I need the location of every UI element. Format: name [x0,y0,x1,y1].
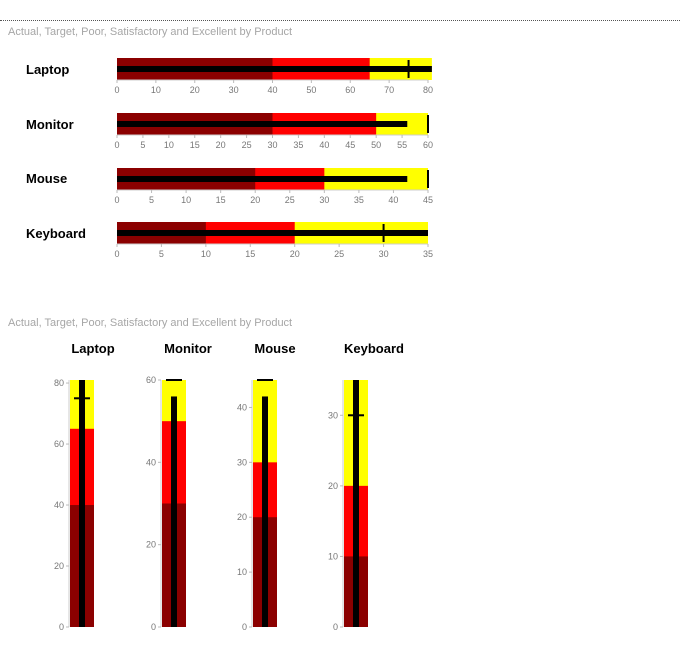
h-tick-label-mouse: 10 [181,195,191,205]
v-tick-label-monitor: 20 [146,540,156,550]
h-tick-label-laptop: 20 [190,85,200,95]
h-tick-label-monitor: 55 [397,140,407,150]
h-tick-label-mouse: 45 [423,195,433,205]
h-tick-label-monitor: 50 [371,140,381,150]
h-tick-label-laptop: 50 [306,85,316,95]
v-tick-label-monitor: 60 [146,375,156,385]
h-tick-label-mouse: 15 [216,195,226,205]
h-tick-label-keyboard: 30 [379,249,389,259]
h-tick-label-keyboard: 20 [290,249,300,259]
v-actual-bar-mouse [262,396,268,627]
v-tick-label-keyboard: 10 [328,551,338,561]
v-target-marker-monitor [166,379,182,381]
h-target-marker-keyboard [382,224,385,242]
v-tick-label-laptop: 60 [54,439,64,449]
v-label-keyboard: Keyboard [344,341,404,356]
v-target-marker-laptop [74,397,90,400]
h-tick-label-mouse: 5 [149,195,154,205]
v-label-monitor: Monitor [164,341,212,356]
h-tick-label-mouse: 30 [319,195,329,205]
v-tick-label-monitor: 0 [151,622,156,632]
h-tick-label-keyboard: 0 [114,249,119,259]
v-tick-label-mouse: 40 [237,402,247,412]
h-tick-label-laptop: 10 [151,85,161,95]
h-tick-label-monitor: 25 [242,140,252,150]
h-actual-bar-keyboard [117,230,428,236]
v-tick-label-laptop: 20 [54,561,64,571]
h-label-laptop: Laptop [26,62,70,77]
h-tick-label-laptop: 40 [267,85,277,95]
top-divider [0,20,680,21]
v-tick-label-keyboard: 0 [333,622,338,632]
h-tick-label-keyboard: 35 [423,249,433,259]
h-tick-label-mouse: 40 [388,195,398,205]
v-tick-label-keyboard: 20 [328,481,338,491]
h-tick-label-laptop: 80 [423,85,433,95]
h-target-marker-mouse [427,170,429,188]
h-tick-label-mouse: 0 [114,195,119,205]
h-tick-label-mouse: 20 [250,195,260,205]
vertical-chart-title: Actual, Target, Poor, Satisfactory and E… [8,317,293,329]
h-label-keyboard: Keyboard [26,226,86,241]
v-actual-bar-laptop [79,380,85,627]
h-label-monitor: Monitor [26,117,74,132]
h-tick-label-mouse: 25 [285,195,295,205]
v-target-marker-mouse [257,379,273,381]
h-tick-label-laptop: 60 [345,85,355,95]
h-tick-label-keyboard: 15 [245,249,255,259]
h-target-marker-laptop [407,60,410,78]
v-tick-label-laptop: 80 [54,378,64,388]
h-tick-label-keyboard: 10 [201,249,211,259]
v-tick-label-mouse: 30 [237,457,247,467]
h-tick-label-monitor: 40 [319,140,329,150]
v-label-mouse: Mouse [254,341,296,356]
h-tick-label-mouse: 35 [354,195,364,205]
h-actual-bar-monitor [117,121,408,127]
h-tick-label-monitor: 20 [216,140,226,150]
v-tick-label-mouse: 0 [242,622,247,632]
v-tick-label-mouse: 10 [237,567,247,577]
v-actual-bar-monitor [171,396,177,627]
h-tick-label-monitor: 10 [164,140,174,150]
v-tick-label-keyboard: 30 [328,410,338,420]
v-tick-label-mouse: 20 [237,512,247,522]
h-tick-label-monitor: 30 [267,140,277,150]
h-actual-bar-mouse [117,176,408,182]
h-actual-bar-laptop [117,66,432,72]
horizontal-chart-title: Actual, Target, Poor, Satisfactory and E… [8,26,293,38]
h-tick-label-laptop: 70 [384,85,394,95]
v-label-laptop: Laptop [71,341,115,356]
h-tick-label-monitor: 60 [423,140,433,150]
h-tick-label-laptop: 30 [229,85,239,95]
h-tick-label-monitor: 0 [114,140,119,150]
h-tick-label-monitor: 45 [345,140,355,150]
h-tick-label-laptop: 0 [114,85,119,95]
v-tick-label-laptop: 40 [54,500,64,510]
v-target-marker-keyboard [348,414,364,417]
v-actual-bar-keyboard [353,380,359,627]
h-label-mouse: Mouse [26,171,68,186]
h-tick-label-keyboard: 5 [159,249,164,259]
v-tick-label-monitor: 40 [146,457,156,467]
h-tick-label-monitor: 35 [293,140,303,150]
h-tick-label-monitor: 5 [140,140,145,150]
v-tick-label-laptop: 0 [59,622,64,632]
h-tick-label-monitor: 15 [190,140,200,150]
h-tick-label-keyboard: 25 [334,249,344,259]
h-target-marker-monitor [427,115,429,133]
